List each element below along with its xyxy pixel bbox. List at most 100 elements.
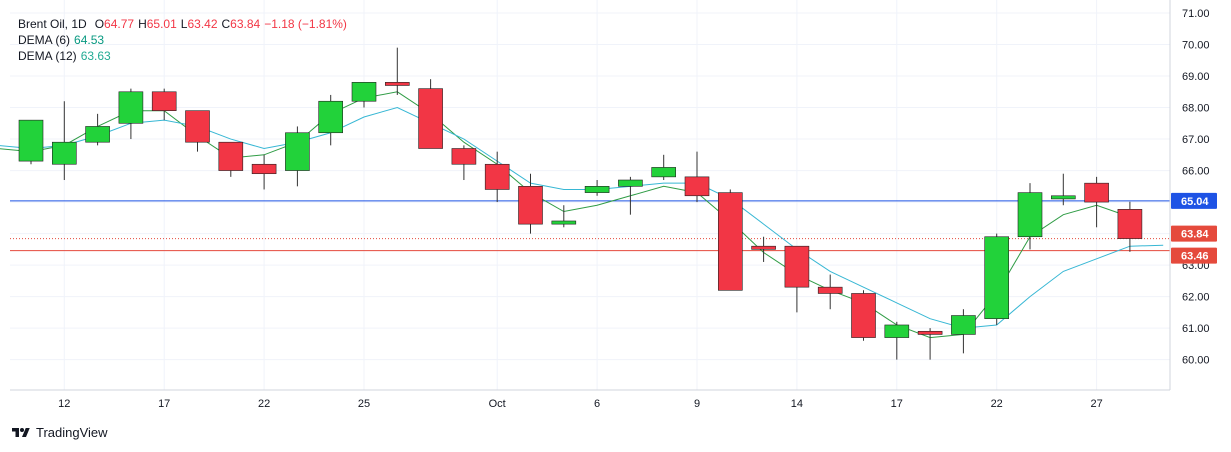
candle[interactable] (318, 94, 344, 146)
x-axis-tick-label: 17 (158, 398, 170, 410)
dema6-row[interactable]: DEMA (6) 64.53 (18, 32, 347, 48)
candle-body-up (118, 91, 144, 124)
candle-body-down (451, 148, 477, 165)
candle[interactable] (784, 245, 810, 313)
dema12-label[interactable]: DEMA (12) (18, 49, 77, 63)
candle-body-up (18, 119, 44, 162)
candle[interactable] (684, 151, 710, 203)
candle-body-up (984, 236, 1010, 319)
y-axis-tick-label: 69.00 (1182, 71, 1210, 83)
dema6-label[interactable]: DEMA (6) (18, 33, 71, 47)
candle[interactable] (251, 154, 277, 190)
candle-body-down (684, 176, 710, 197)
candle-body-down (251, 163, 277, 175)
candle-body-down (851, 293, 876, 338)
candle-body-down (484, 163, 510, 190)
horizontal-lines (10, 200, 1170, 252)
close-label: C (221, 17, 231, 31)
candle-body-down (384, 82, 410, 86)
candle[interactable] (917, 328, 943, 360)
x-axis-tick-label: 12 (58, 398, 70, 410)
x-axis-tick-label: 6 (594, 398, 600, 410)
candle[interactable] (151, 88, 177, 121)
candle-body-down (218, 141, 244, 171)
candle-body-down (817, 286, 843, 294)
x-axis-tick-label: Oct (489, 398, 506, 410)
candle-body-up (1051, 195, 1076, 200)
candle[interactable] (817, 274, 843, 310)
candle[interactable] (884, 321, 910, 360)
candle[interactable] (218, 141, 244, 177)
candle-body-down (418, 88, 443, 149)
y-axis-tick-label: 62.00 (1182, 292, 1210, 304)
x-axis-tick-label: 25 (358, 398, 370, 410)
candle[interactable] (551, 205, 577, 228)
candle[interactable] (51, 101, 77, 181)
red-level-line-badge (1171, 247, 1217, 264)
candle-body-up (85, 126, 110, 143)
candle-body-down (1117, 209, 1143, 239)
candle[interactable] (351, 82, 377, 108)
high-label: H (138, 17, 147, 31)
y-axis-tick-label: 61.00 (1182, 323, 1210, 335)
candle[interactable] (484, 151, 510, 203)
candle[interactable] (1017, 183, 1043, 250)
candle-body-down (784, 245, 810, 288)
candle-body-down (1084, 182, 1109, 203)
candle[interactable] (18, 119, 44, 165)
x-axis-tick-label: 27 (1090, 398, 1102, 410)
change-value: −1.18 (−1.81%) (264, 17, 347, 31)
candle[interactable] (584, 180, 610, 196)
x-axis-tick-label: 22 (991, 398, 1003, 410)
candle[interactable] (384, 47, 410, 95)
ohlc-row[interactable]: Brent Oil, 1D O64.77 H65.01 L63.42 C63.8… (18, 16, 347, 32)
candle-body-down (717, 192, 743, 291)
open-value: 64.77 (104, 17, 135, 31)
candle[interactable] (951, 309, 976, 354)
candle-body-up (318, 100, 344, 134)
candle-body-down (518, 186, 543, 225)
y-axis-tick-label: 71.00 (1182, 8, 1210, 20)
candle[interactable] (418, 79, 443, 149)
candle[interactable] (984, 233, 1010, 325)
close-price-line-badge-label: 63.84 (1181, 229, 1209, 241)
candle[interactable] (1084, 176, 1109, 228)
candle[interactable] (451, 145, 477, 181)
candle[interactable] (717, 189, 743, 291)
candle[interactable] (1051, 173, 1076, 206)
symbol-label[interactable]: Brent Oil, 1D (18, 17, 87, 31)
tradingview-brand-text: TradingView (36, 425, 108, 440)
red-level-line-badge-label: 63.46 (1181, 251, 1209, 263)
candle-body-up (884, 324, 910, 338)
dema12-value: 63.63 (80, 49, 111, 63)
high-value: 65.01 (146, 17, 177, 31)
candles (18, 47, 1143, 360)
x-axis[interactable]: 12 17 22 25 Oct 6 9 14 17 22 27 (58, 398, 1103, 410)
candle-body-down (151, 91, 177, 111)
dema12-row[interactable]: DEMA (12) 63.63 (18, 48, 347, 64)
low-label: L (180, 17, 188, 31)
candle[interactable] (618, 176, 643, 215)
candle[interactable] (85, 113, 110, 146)
candle[interactable] (185, 110, 210, 152)
x-axis-tick-label: 22 (258, 398, 270, 410)
y-axis-tick-label: 70.00 (1182, 40, 1210, 52)
candle[interactable] (851, 290, 876, 341)
candle[interactable] (518, 173, 543, 234)
candle-body-up (951, 315, 976, 335)
chart-legend: Brent Oil, 1D O64.77 H65.01 L63.42 C63.8… (18, 16, 347, 64)
tradingview-branding[interactable]: TradingView (10, 425, 108, 440)
candle-body-down (917, 330, 943, 335)
y-axis-tick-label: 60.00 (1182, 355, 1210, 367)
candle[interactable] (651, 154, 677, 181)
candle[interactable] (118, 88, 144, 140)
candle[interactable] (1117, 201, 1143, 252)
candle[interactable] (751, 236, 776, 262)
x-axis-tick-label: 9 (694, 398, 700, 410)
low-value: 63.42 (187, 17, 218, 31)
candle-body-up (51, 141, 77, 165)
candle-body-up (351, 82, 377, 102)
candle[interactable] (285, 126, 310, 187)
